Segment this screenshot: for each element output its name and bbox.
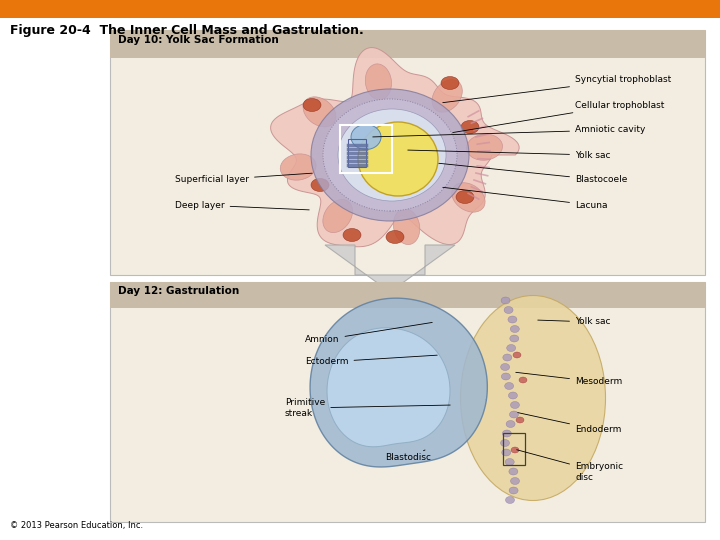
Ellipse shape	[303, 98, 321, 111]
Polygon shape	[327, 328, 450, 447]
Text: Cellular trophoblast: Cellular trophoblast	[453, 100, 665, 132]
Text: Amniotic cavity: Amniotic cavity	[373, 125, 645, 137]
Text: Amnion: Amnion	[305, 322, 432, 345]
Ellipse shape	[323, 200, 353, 233]
Ellipse shape	[510, 411, 518, 418]
Text: Yolk sac: Yolk sac	[408, 150, 611, 159]
Ellipse shape	[280, 154, 316, 180]
Bar	[110, 282, 705, 308]
Ellipse shape	[461, 295, 606, 501]
Text: Blastodisc: Blastodisc	[385, 450, 431, 462]
Ellipse shape	[311, 89, 469, 221]
Ellipse shape	[365, 64, 392, 100]
Ellipse shape	[386, 231, 404, 244]
Bar	[110, 282, 705, 522]
Ellipse shape	[502, 449, 510, 456]
Ellipse shape	[338, 109, 446, 201]
Polygon shape	[310, 298, 487, 467]
Ellipse shape	[516, 417, 524, 423]
Bar	[110, 30, 705, 58]
Ellipse shape	[311, 179, 329, 192]
Polygon shape	[325, 245, 455, 292]
Ellipse shape	[501, 297, 510, 304]
Ellipse shape	[467, 134, 503, 160]
Text: © 2013 Pearson Education, Inc.: © 2013 Pearson Education, Inc.	[10, 521, 143, 530]
Ellipse shape	[513, 352, 521, 358]
Bar	[340, 125, 392, 173]
Ellipse shape	[507, 345, 516, 352]
Ellipse shape	[393, 209, 420, 245]
Text: Lacuna: Lacuna	[443, 187, 608, 210]
Ellipse shape	[503, 354, 512, 361]
Text: Mesoderm: Mesoderm	[516, 372, 622, 387]
Ellipse shape	[508, 392, 518, 399]
Ellipse shape	[508, 316, 517, 323]
Text: Blastocoele: Blastocoele	[438, 163, 627, 185]
Text: Syncytial trophoblast: Syncytial trophoblast	[443, 76, 671, 103]
Ellipse shape	[500, 440, 510, 447]
Ellipse shape	[510, 335, 519, 342]
Bar	[0, 0, 720, 18]
Ellipse shape	[506, 421, 515, 428]
Bar	[110, 30, 705, 275]
Ellipse shape	[461, 120, 479, 133]
Text: Deep layer: Deep layer	[175, 200, 309, 210]
Polygon shape	[271, 48, 519, 247]
Ellipse shape	[505, 382, 513, 389]
Ellipse shape	[510, 402, 519, 408]
Text: Yolk sac: Yolk sac	[538, 318, 611, 327]
Ellipse shape	[303, 97, 336, 127]
Ellipse shape	[519, 377, 527, 383]
Ellipse shape	[456, 191, 474, 204]
Ellipse shape	[323, 99, 457, 211]
Ellipse shape	[510, 326, 519, 333]
Ellipse shape	[511, 447, 519, 453]
Text: Primitive
streak: Primitive streak	[285, 399, 450, 418]
Text: Embryonic
disc: Embryonic disc	[517, 450, 623, 482]
Text: Figure 20-4  The Inner Cell Mass and Gastrulation.: Figure 20-4 The Inner Cell Mass and Gast…	[10, 24, 364, 37]
Ellipse shape	[509, 468, 518, 475]
Ellipse shape	[343, 228, 361, 241]
Ellipse shape	[351, 125, 381, 150]
Ellipse shape	[509, 487, 518, 494]
Ellipse shape	[358, 122, 438, 196]
Ellipse shape	[452, 183, 485, 212]
Ellipse shape	[500, 363, 510, 370]
Text: Ectoderm: Ectoderm	[305, 355, 437, 367]
Text: Day 12: Gastrulation: Day 12: Gastrulation	[118, 286, 239, 296]
Bar	[348, 139, 366, 167]
Ellipse shape	[505, 496, 515, 503]
Ellipse shape	[432, 80, 462, 112]
Ellipse shape	[503, 430, 511, 437]
Ellipse shape	[510, 477, 520, 484]
Ellipse shape	[504, 307, 513, 314]
Text: Superficial layer: Superficial layer	[175, 173, 312, 185]
Ellipse shape	[501, 373, 510, 380]
Text: Endoderm: Endoderm	[518, 413, 621, 435]
Ellipse shape	[505, 458, 514, 465]
Bar	[503, 433, 525, 465]
Ellipse shape	[441, 77, 459, 90]
Text: Day 10: Yolk Sac Formation: Day 10: Yolk Sac Formation	[118, 35, 279, 45]
